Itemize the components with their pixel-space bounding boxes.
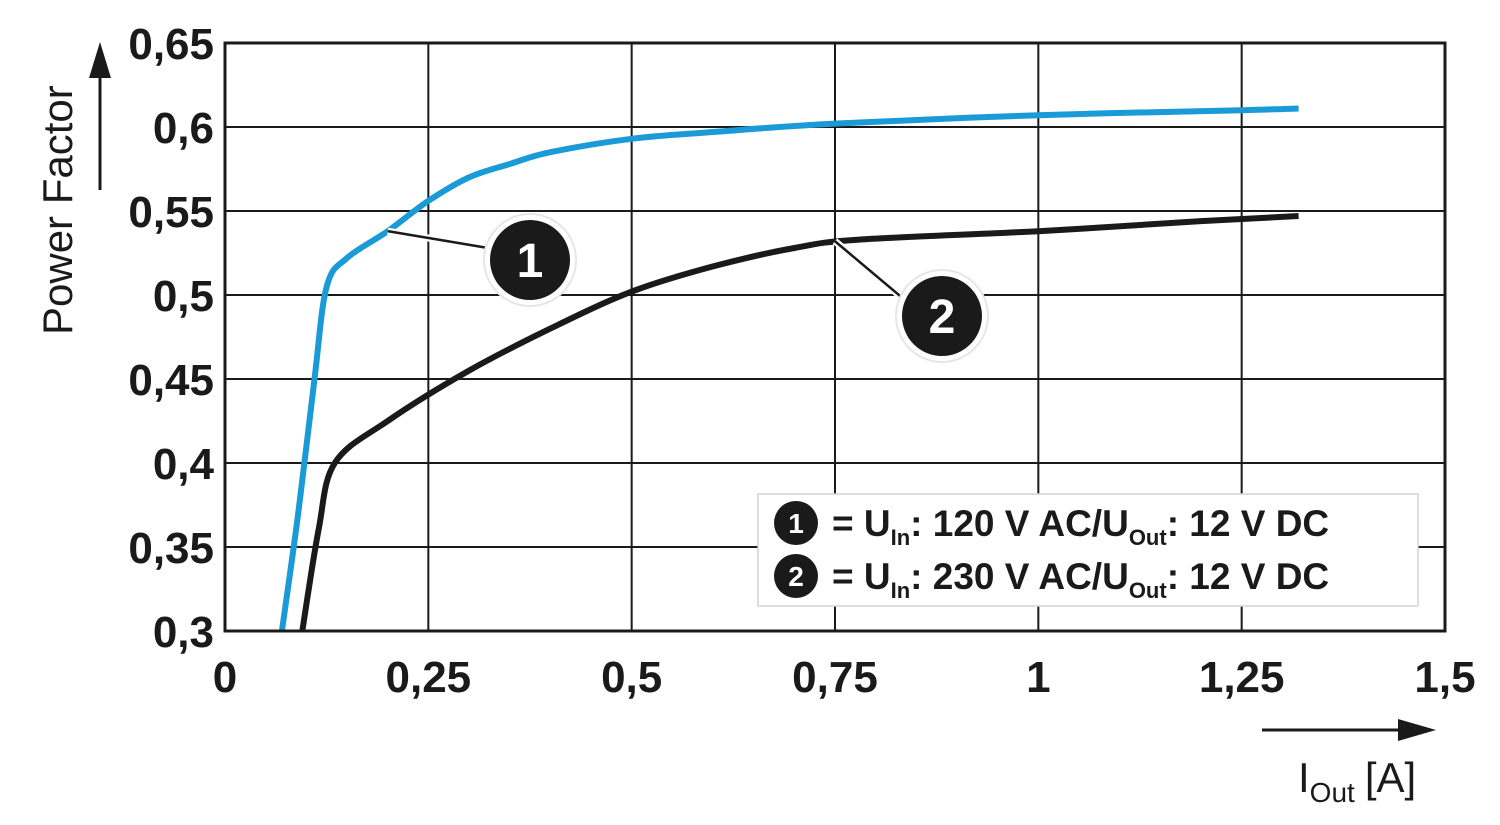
legend-entry-2: 2 = UIn: 230 V AC/UOut: 12 V DC <box>774 554 1329 603</box>
x-axis-label-unit: [A] <box>1365 754 1416 801</box>
y-axis-arrow-icon <box>89 42 111 78</box>
y-axis-label-group: Power Factor <box>34 42 111 335</box>
legend-label-2: = UIn: 230 V AC/UOut: 12 V DC <box>832 556 1329 603</box>
y-tick-label-1: 0,35 <box>128 524 214 573</box>
series-1-line <box>278 105 1299 632</box>
legend-badge-1-label: 1 <box>788 508 804 539</box>
y-tick-label-3: 0,45 <box>128 356 214 405</box>
legend-box <box>757 493 1419 607</box>
y-axis-label: Power Factor <box>34 85 81 335</box>
series-2-line <box>299 213 1299 632</box>
callout-2-leader <box>834 240 913 307</box>
legend-2-text1: : 230 V AC/U <box>910 556 1129 597</box>
legend: 1 = UIn: 120 V AC/UOut: 12 V DC 2 = UIn:… <box>757 493 1419 607</box>
x-tick-label-1: 0,25 <box>386 653 472 702</box>
tick-labels: 0 0,25 0,5 0,75 1 1,25 1,5 0,3 0,35 0,4 0,45 0,5 0,5… <box>128 20 1475 702</box>
x-tick-label-5: 1,25 <box>1199 653 1285 702</box>
x-axis-label: IOut [A] <box>1298 754 1416 808</box>
curves <box>278 105 1299 632</box>
legend-2-sub-out: Out <box>1129 578 1168 603</box>
callout-1-label: 1 <box>517 235 544 288</box>
y-tick-label-7: 0,65 <box>128 20 214 69</box>
legend-1-eq: = U <box>832 503 891 544</box>
y-tick-label-6: 0,6 <box>153 104 214 153</box>
x-axis-label-group: IOut [A] <box>1262 719 1436 808</box>
x-tick-label-2: 0,5 <box>601 653 662 702</box>
legend-badge-2-label: 2 <box>788 561 804 592</box>
x-tick-label-0: 0 <box>213 653 237 702</box>
y-tick-label-5: 0,55 <box>128 188 214 237</box>
x-axis-label-main: I <box>1298 754 1310 801</box>
callout-2-label: 2 <box>929 291 956 344</box>
x-tick-label-6: 1,5 <box>1414 653 1475 702</box>
legend-2-text2: : 12 V DC <box>1167 556 1329 597</box>
x-axis-arrow-icon <box>1398 719 1436 741</box>
y-tick-label-0: 0,3 <box>153 608 214 657</box>
legend-1-text2: : 12 V DC <box>1167 503 1329 544</box>
legend-badge-2-icon <box>774 554 818 598</box>
y-tick-label-4: 0,5 <box>153 272 214 321</box>
callouts: 12 <box>387 213 989 363</box>
legend-1-text1: : 120 V AC/U <box>910 503 1129 544</box>
legend-label-1: = UIn: 120 V AC/UOut: 12 V DC <box>832 503 1329 550</box>
legend-badge-1-icon <box>774 501 818 545</box>
grid-lines <box>224 42 1446 632</box>
x-axis-label-sub: Out <box>1310 777 1355 808</box>
callout-2-badge-icon <box>902 276 982 356</box>
legend-2-eq: = U <box>832 556 891 597</box>
legend-2-sub-in: In <box>891 578 911 603</box>
legend-1-sub-out: Out <box>1129 525 1168 550</box>
x-tick-label-3: 0,75 <box>792 653 878 702</box>
legend-entry-1: 1 = UIn: 120 V AC/UOut: 12 V DC <box>774 501 1329 550</box>
callout-1-badge-icon <box>490 220 570 300</box>
y-tick-label-2: 0,4 <box>153 440 215 489</box>
plot-frame <box>223 41 1447 633</box>
x-tick-label-4: 1 <box>1026 653 1050 702</box>
legend-1-sub-in: In <box>891 525 911 550</box>
callout-1-leader <box>387 229 501 252</box>
